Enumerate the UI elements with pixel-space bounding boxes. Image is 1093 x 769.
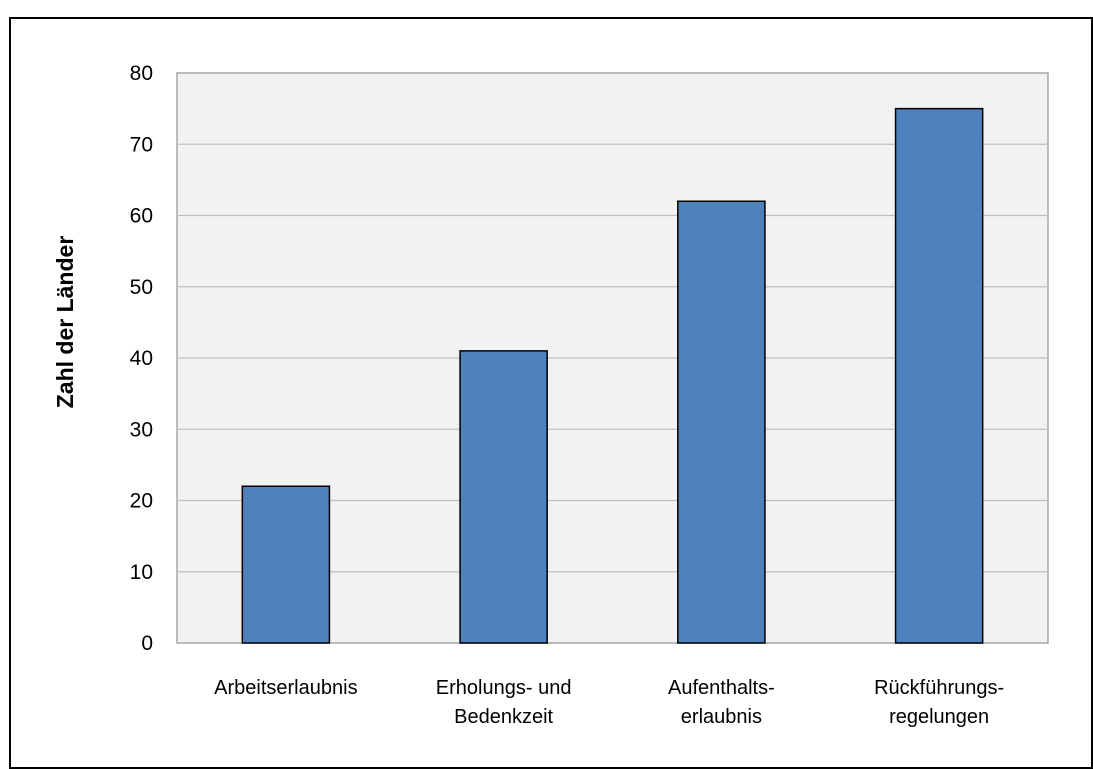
y-tick-label: 30	[130, 418, 153, 441]
x-category-label-line: Rückführungs-	[874, 677, 1004, 699]
bar-1	[241, 485, 331, 644]
y-axis-ticks: 0 10 20 30 40 50 60 70 80	[130, 62, 153, 655]
y-tick-label: 0	[141, 632, 153, 655]
bar-4	[894, 107, 984, 644]
x-category-label-line: Erholungs- und	[436, 677, 572, 699]
y-tick-label: 80	[130, 62, 153, 85]
bars	[241, 107, 984, 644]
bar-2	[459, 350, 548, 644]
y-tick-label: 20	[130, 490, 153, 513]
x-category-label: Erholungs- und Bedenkzeit	[436, 677, 572, 728]
x-category-label-line: Bedenkzeit	[454, 706, 553, 728]
y-tick-label: 10	[130, 561, 153, 584]
x-category-label: Arbeitserlaubnis	[214, 677, 357, 699]
x-category-label-line: Arbeitserlaubnis	[214, 677, 357, 699]
x-category-label-line: regelungen	[889, 706, 989, 728]
x-category-label: Aufenthalts-erlaubnis	[668, 677, 775, 728]
y-tick-label: 50	[130, 276, 153, 299]
x-axis-categories: Arbeitserlaubnis Erholungs- und Bedenkzeit…	[214, 677, 1004, 728]
y-tick-label: 70	[130, 133, 153, 156]
y-tick-label: 60	[130, 205, 153, 228]
x-category-label: Rückführungs-regelungen	[874, 677, 1004, 728]
x-category-label-line: erlaubnis	[681, 706, 762, 728]
bar-3	[677, 200, 766, 644]
x-category-label-line: Aufenthalts-	[668, 677, 775, 699]
y-axis-title: Zahl der Länder	[52, 236, 78, 409]
y-tick-label: 40	[130, 347, 153, 370]
